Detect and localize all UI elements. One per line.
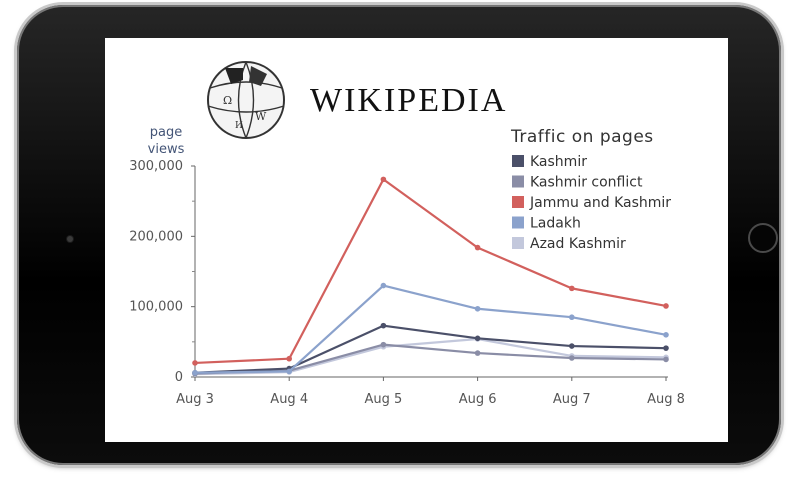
legend-items: Kashmir Kashmir conflict Jammu and Kashmir… [512, 154, 671, 252]
y-tick-label: 0 [175, 370, 183, 385]
legend-swatch [512, 237, 524, 249]
x-tick-label: Aug 6 [459, 392, 497, 407]
legend-label: Kashmir [530, 154, 587, 170]
chart-title: Traffic on pages [510, 127, 654, 147]
data-point [569, 343, 575, 349]
data-point [569, 314, 575, 321]
data-point [474, 350, 481, 356]
x-tick-label: Aug 3 [176, 392, 214, 407]
wikipedia-wordmark: WIKIPEDIA [310, 82, 507, 119]
data-point [286, 355, 292, 362]
x-tick-label: Aug 7 [553, 392, 591, 407]
data-point [380, 282, 387, 289]
y-axis-label: page views [148, 125, 185, 157]
chart-legend: Traffic on pages Kashmir Kashmir conflict… [510, 127, 671, 252]
data-point [192, 369, 198, 376]
series-line-kashmir [194, 324, 667, 374]
data-point [192, 360, 198, 366]
x-ticks: Aug 3 Aug 4 Aug 5 Aug 6 Aug 7 Aug 8 [176, 377, 685, 407]
traffic-chart: Ω W И WIKIPEDIA page views 0 100,000 200,0… [129, 61, 685, 407]
y-tick-label: 100,000 [129, 300, 183, 315]
data-point [380, 322, 387, 329]
data-point [569, 355, 575, 361]
data-point [569, 285, 575, 292]
y-ticks: 0 100,000 200,000 300,000 [129, 159, 195, 385]
series-line-jammu-and-kashmir [194, 178, 667, 365]
legend-label: Ladakh [530, 216, 581, 232]
y-tick-label: 200,000 [129, 229, 183, 244]
x-tick-label: Aug 8 [647, 392, 685, 407]
home-button[interactable] [748, 223, 778, 253]
legend-swatch [512, 155, 524, 167]
legend-label: Kashmir conflict [530, 175, 643, 191]
series-lines [192, 176, 669, 377]
x-tick-label: Aug 5 [365, 392, 403, 407]
data-point [474, 244, 481, 251]
data-point [663, 303, 669, 309]
data-point [474, 305, 481, 312]
x-tick-label: Aug 4 [270, 392, 308, 407]
data-point [474, 335, 481, 342]
data-point [663, 345, 669, 351]
y-tick-label: 300,000 [129, 159, 183, 174]
data-point [663, 356, 669, 363]
data-point [380, 341, 387, 348]
data-point [663, 332, 669, 338]
svg-text:W: W [255, 110, 267, 123]
legend-label: Azad Kashmir [530, 236, 626, 252]
series-line-ladakh [194, 284, 667, 374]
puzzle-globe-icon: Ω W И [207, 61, 285, 139]
legend-swatch [512, 216, 524, 229]
tablet-screen: Ω W И WIKIPEDIA page views 0 100,000 200,0… [105, 38, 728, 442]
wikipedia-logo: Ω W И WIKIPEDIA [207, 61, 507, 139]
legend-swatch [512, 175, 524, 188]
y-axis-label-line2: views [148, 142, 185, 157]
y-axis-label-line1: page [150, 125, 182, 140]
tablet-frame: Ω W И WIKIPEDIA page views 0 100,000 200,0… [17, 5, 781, 465]
data-point [286, 368, 292, 375]
legend-label: Jammu and Kashmir [529, 195, 671, 211]
legend-swatch [512, 196, 524, 208]
data-point [380, 176, 387, 183]
camera-dot [67, 236, 73, 242]
svg-text:Ω: Ω [223, 94, 232, 107]
svg-text:И: И [235, 121, 243, 131]
